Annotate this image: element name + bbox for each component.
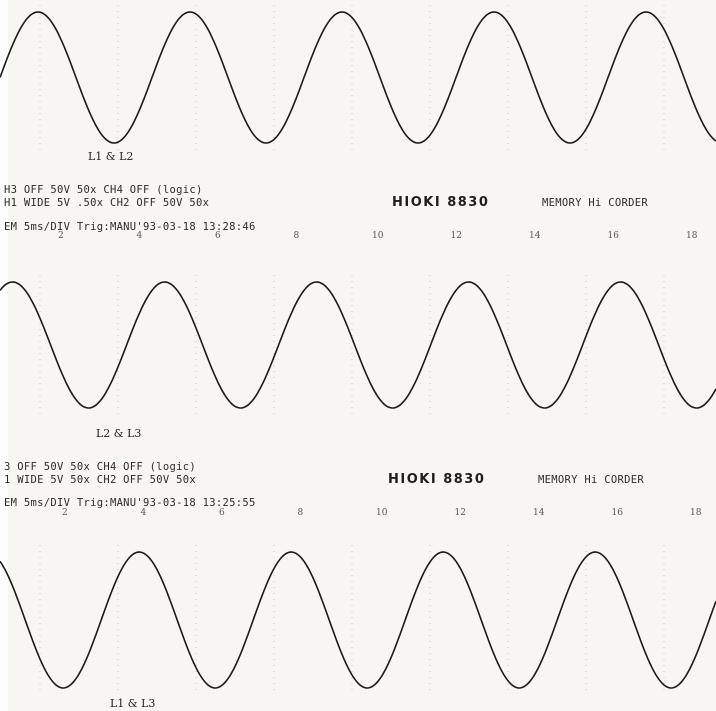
header-2-line-2: 1 WIDE 5V 50x CH2 OFF 50V 50x	[4, 474, 197, 486]
tick-label: 16	[611, 508, 623, 518]
tick-label: 10	[376, 508, 388, 518]
header-1-line-3: EM 5ms/DIV Trig:MANU'93-03-18 13:28:46	[4, 221, 256, 233]
tick-label: 14	[529, 231, 541, 241]
tick-label: 8	[297, 508, 304, 518]
waveform-line	[0, 11, 716, 144]
header-2-model: MEMORY Hi CORDER	[538, 474, 644, 486]
header-1-model: MEMORY Hi CORDER	[542, 197, 648, 209]
tick-label: 12	[454, 508, 466, 518]
paper-left-edge	[0, 0, 8, 711]
header-2-line-1: 3 OFF 50V 50x CH4 OFF (logic)	[4, 461, 197, 473]
tick-label: 2	[62, 508, 68, 518]
waveform-trace-2	[0, 275, 716, 415]
tick-label: 6	[215, 231, 221, 241]
tick-label: 16	[607, 231, 619, 241]
tick-label: 4	[136, 231, 143, 241]
tick-label: 6	[219, 508, 225, 518]
header-2-brand: HIOKI 8830	[388, 472, 486, 487]
header-2-line-3: EM 5ms/DIV Trig:MANU'93-03-18 13:25:55	[4, 497, 256, 509]
waveform-line	[0, 551, 716, 689]
tick-label: 10	[372, 231, 384, 241]
tick-label: 4	[140, 508, 147, 518]
trace-label-2: L2 & L3	[96, 427, 142, 440]
tick-label: 18	[686, 231, 698, 241]
trace-label-3: L1 & L3	[110, 697, 156, 710]
waveform-line	[0, 281, 716, 409]
header-1-line-1: H3 OFF 50V 50x CH4 OFF (logic)	[4, 184, 203, 196]
tick-label: 8	[293, 231, 300, 241]
waveform-trace-3	[0, 545, 716, 695]
tick-label: 12	[450, 231, 462, 241]
tick-label: 18	[690, 508, 702, 518]
header-1-line-2: H1 WIDE 5V .50x CH2 OFF 50V 50x	[4, 197, 210, 209]
header-1-brand: HIOKI 8830	[392, 195, 490, 210]
tick-label: 2	[58, 231, 64, 241]
waveform-trace-1	[0, 5, 716, 150]
tick-label: 14	[533, 508, 545, 518]
trace-label-1: L1 & L2	[88, 150, 134, 163]
